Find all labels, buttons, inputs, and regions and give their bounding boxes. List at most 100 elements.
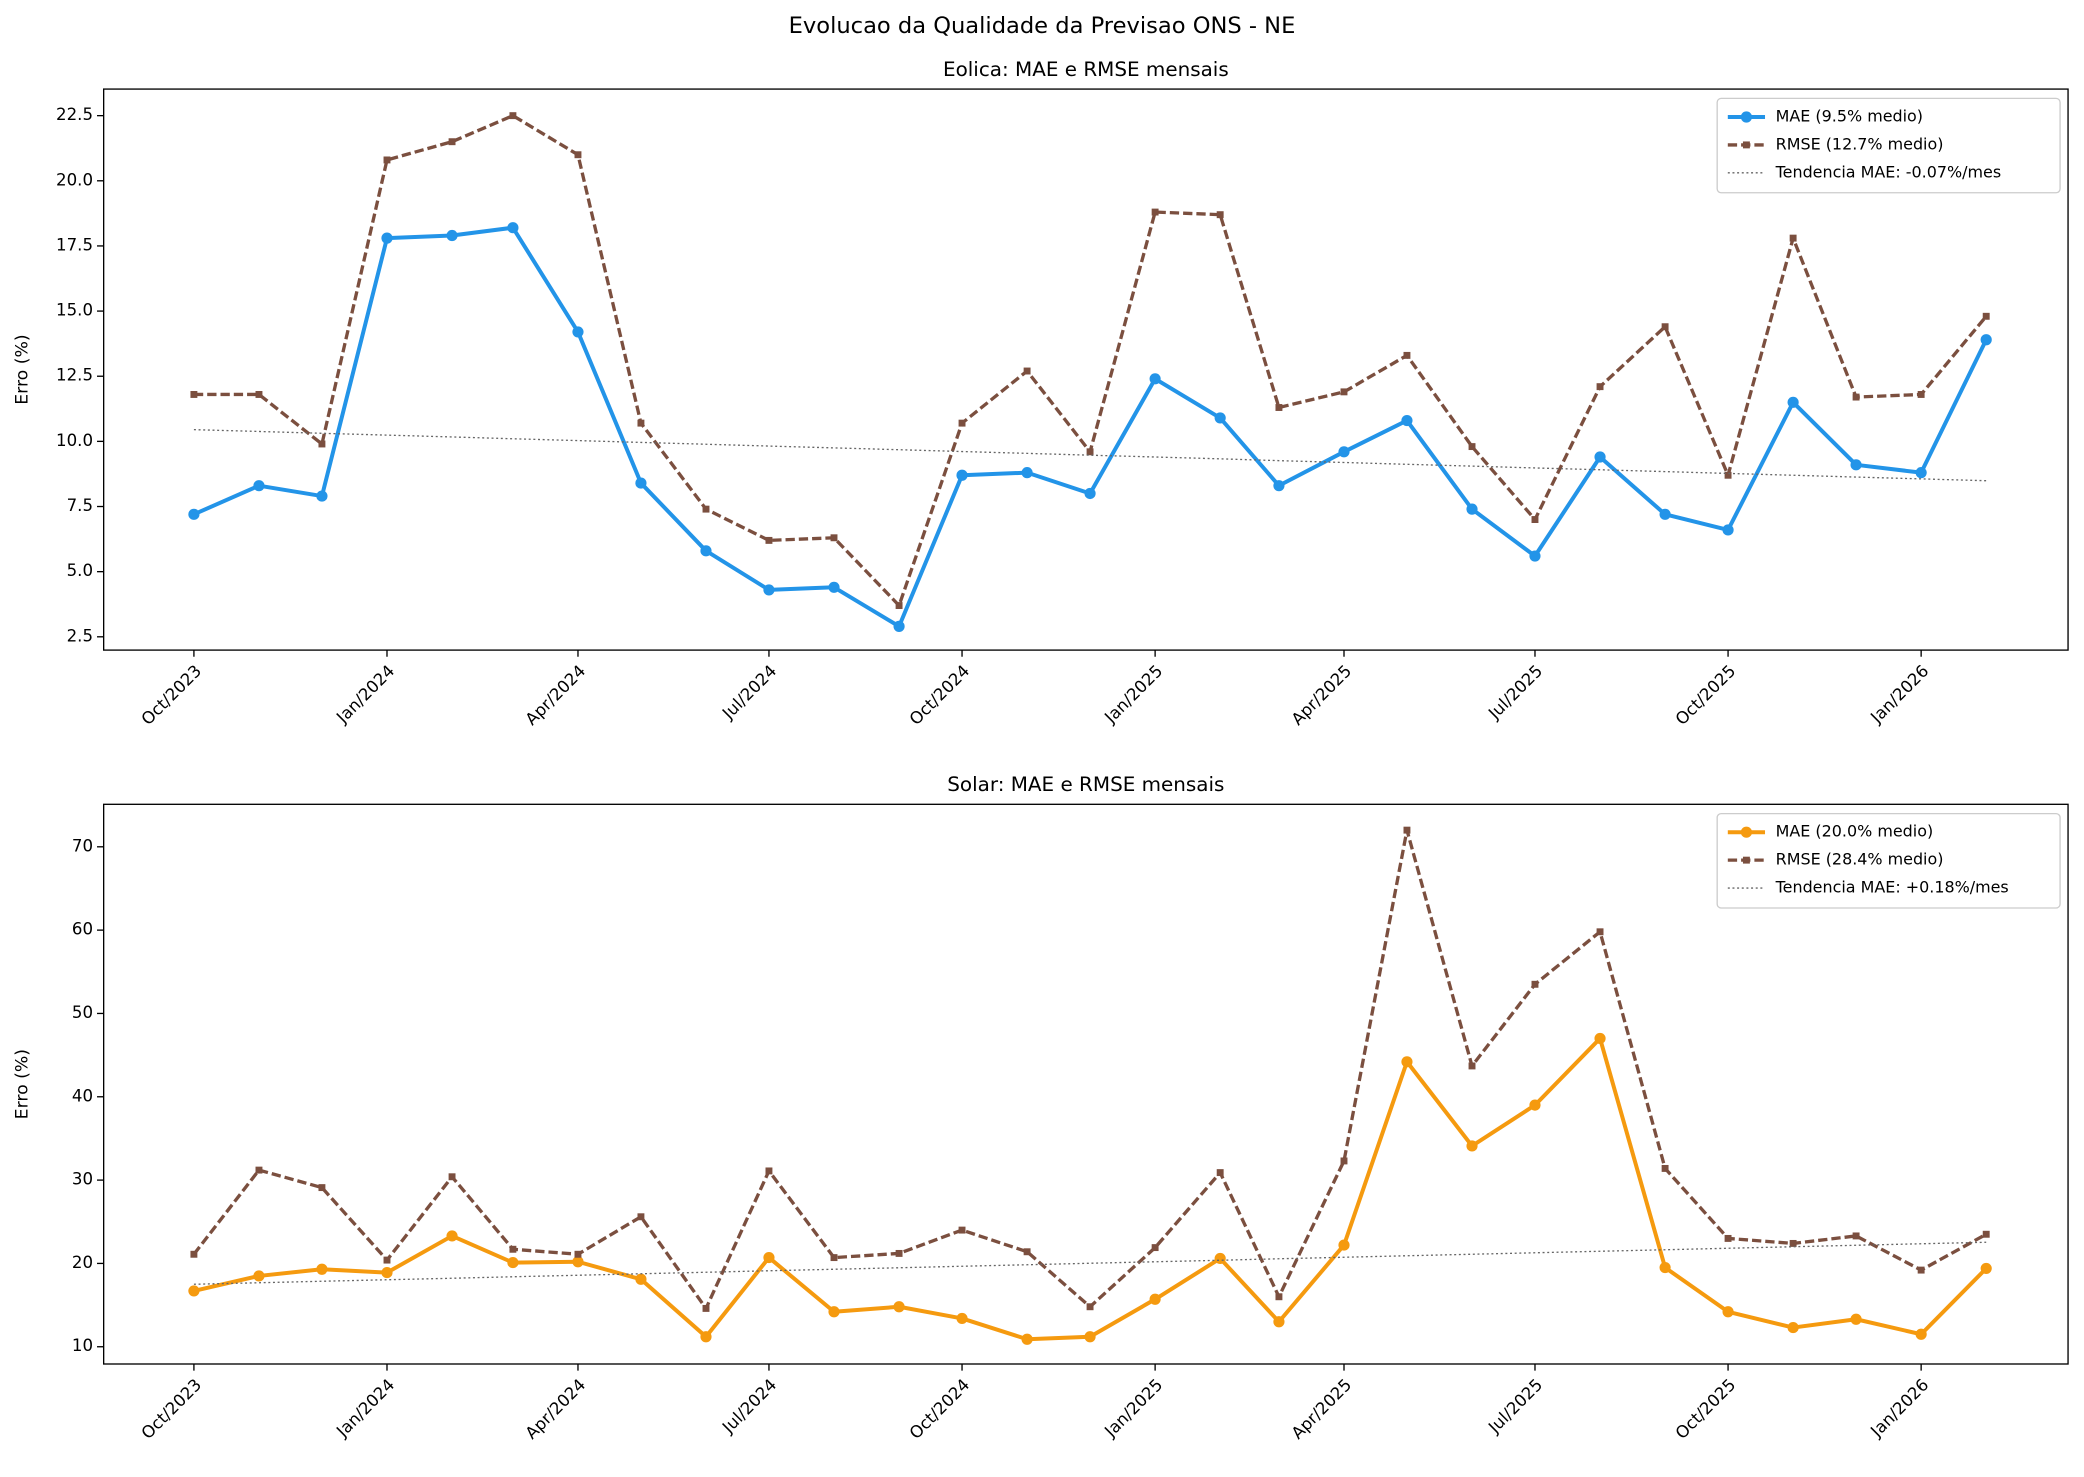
point bbox=[1661, 1164, 1669, 1172]
legend-label: RMSE (12.7% medio) bbox=[1776, 134, 1944, 153]
point bbox=[1531, 516, 1539, 524]
point bbox=[383, 156, 391, 164]
point bbox=[1086, 448, 1094, 456]
point bbox=[1403, 351, 1411, 359]
point bbox=[1724, 1234, 1732, 1242]
point bbox=[383, 1256, 391, 1264]
point bbox=[1789, 1239, 1797, 1247]
y-axis-label: Erro (%) bbox=[13, 1049, 33, 1119]
y-tick-label: 20 bbox=[72, 1253, 93, 1272]
point bbox=[1917, 391, 1925, 398]
y-tick-label: 12.5 bbox=[56, 366, 93, 385]
figure-title: Evolucao da Qualidade da Previsao ONS - … bbox=[789, 13, 1296, 39]
point bbox=[316, 1263, 328, 1275]
series-line bbox=[193, 428, 1987, 482]
point bbox=[1980, 334, 1992, 346]
point bbox=[958, 419, 966, 427]
y-tick-label: 60 bbox=[72, 920, 93, 939]
point bbox=[1789, 234, 1797, 242]
point bbox=[1338, 1239, 1350, 1251]
point bbox=[956, 1312, 968, 1325]
legend-label: MAE (20.0% medio) bbox=[1776, 822, 1934, 841]
point bbox=[253, 1270, 265, 1282]
legend: MAE (20.0% medio) RMSE (28.4% medio) Tende… bbox=[1716, 812, 2061, 909]
legend-box bbox=[1716, 97, 2061, 194]
point bbox=[1722, 1306, 1734, 1318]
point bbox=[1915, 467, 1927, 479]
point bbox=[1852, 393, 1860, 401]
point bbox=[1214, 412, 1226, 424]
point bbox=[255, 1166, 263, 1174]
point bbox=[572, 1256, 584, 1268]
plot-frame bbox=[103, 803, 2069, 1365]
point bbox=[507, 1257, 519, 1269]
point bbox=[635, 477, 647, 489]
point bbox=[1021, 467, 1033, 479]
point bbox=[1403, 826, 1411, 834]
point bbox=[1149, 373, 1161, 385]
point bbox=[1724, 471, 1732, 479]
point bbox=[509, 1245, 517, 1253]
point bbox=[1529, 1099, 1541, 1111]
y-tick-label: 20.0 bbox=[56, 170, 93, 189]
point bbox=[1275, 1293, 1283, 1301]
point bbox=[700, 1331, 712, 1343]
point bbox=[188, 1285, 200, 1297]
point bbox=[1275, 404, 1283, 411]
plot-frame bbox=[103, 88, 2069, 651]
point bbox=[637, 1213, 645, 1221]
legend-marker bbox=[1740, 826, 1752, 838]
point bbox=[318, 1184, 326, 1192]
point bbox=[509, 112, 517, 120]
y-tick-label: 2.5 bbox=[67, 626, 93, 645]
point bbox=[830, 534, 838, 542]
point bbox=[1021, 1333, 1033, 1345]
point bbox=[893, 1301, 905, 1313]
point bbox=[895, 602, 903, 609]
point bbox=[381, 1267, 393, 1279]
point bbox=[1151, 208, 1159, 216]
point bbox=[1149, 1293, 1161, 1305]
point bbox=[1216, 1169, 1224, 1177]
point bbox=[1466, 1140, 1478, 1152]
point bbox=[1401, 414, 1413, 427]
point bbox=[507, 222, 519, 234]
point bbox=[765, 536, 773, 544]
point bbox=[1917, 1266, 1925, 1274]
point bbox=[1850, 459, 1862, 471]
point bbox=[448, 138, 456, 146]
chart-title: Solar: MAE e RMSE mensais bbox=[947, 773, 1224, 796]
point bbox=[1273, 480, 1285, 492]
point bbox=[1468, 443, 1476, 451]
point bbox=[637, 419, 645, 427]
point bbox=[702, 505, 710, 513]
point bbox=[1659, 508, 1671, 520]
legend-marker bbox=[1742, 141, 1750, 149]
point bbox=[572, 326, 584, 338]
legend-label: MAE (9.5% medio) bbox=[1776, 106, 1923, 125]
point bbox=[765, 1167, 773, 1175]
point bbox=[1722, 524, 1734, 536]
point bbox=[574, 1250, 582, 1258]
point bbox=[1531, 980, 1539, 988]
point bbox=[830, 1254, 838, 1262]
point bbox=[1084, 487, 1096, 500]
point bbox=[190, 1250, 198, 1258]
legend-marker bbox=[1742, 856, 1750, 864]
point bbox=[253, 480, 265, 492]
point bbox=[763, 584, 775, 596]
legend: MAE (9.5% medio) RMSE (12.7% medio) Tenden… bbox=[1716, 97, 2061, 194]
point bbox=[1468, 1062, 1476, 1070]
legend-label: RMSE (28.4% medio) bbox=[1776, 850, 1944, 869]
point bbox=[574, 151, 582, 159]
point bbox=[1338, 446, 1350, 458]
point bbox=[1151, 1244, 1159, 1252]
point bbox=[446, 1230, 458, 1242]
point bbox=[1214, 1252, 1226, 1265]
point bbox=[1596, 383, 1604, 391]
point bbox=[448, 1173, 456, 1181]
y-tick-label: 40 bbox=[72, 1086, 93, 1105]
